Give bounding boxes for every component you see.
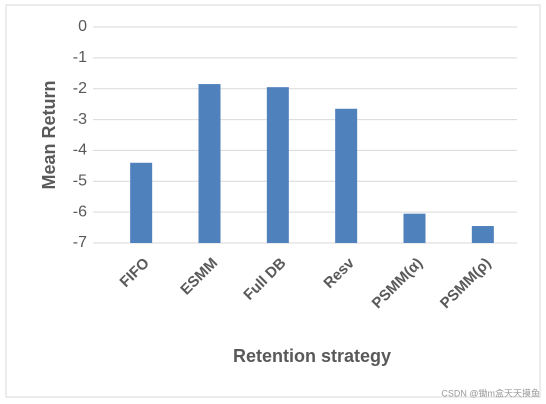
bar (266, 87, 289, 244)
y-tick-label: -2 (73, 80, 87, 97)
y-tick-label: -3 (73, 111, 87, 128)
y-tick-label: -7 (73, 234, 87, 251)
bar (130, 162, 153, 243)
watermark: CSDN @锄m盒天天摸鱼 (441, 387, 540, 398)
bar (335, 108, 358, 244)
y-tick-label: -1 (73, 49, 87, 66)
bar (471, 226, 494, 243)
bar (198, 84, 221, 243)
x-axis-title: Retention strategy (233, 346, 391, 366)
bar (403, 213, 426, 243)
y-tick-label: -6 (73, 203, 87, 220)
y-tick-label: -4 (73, 142, 87, 159)
y-axis-title: Mean Return (39, 80, 59, 189)
y-tick-label: 0 (78, 18, 87, 35)
y-tick-label: -5 (73, 173, 87, 190)
